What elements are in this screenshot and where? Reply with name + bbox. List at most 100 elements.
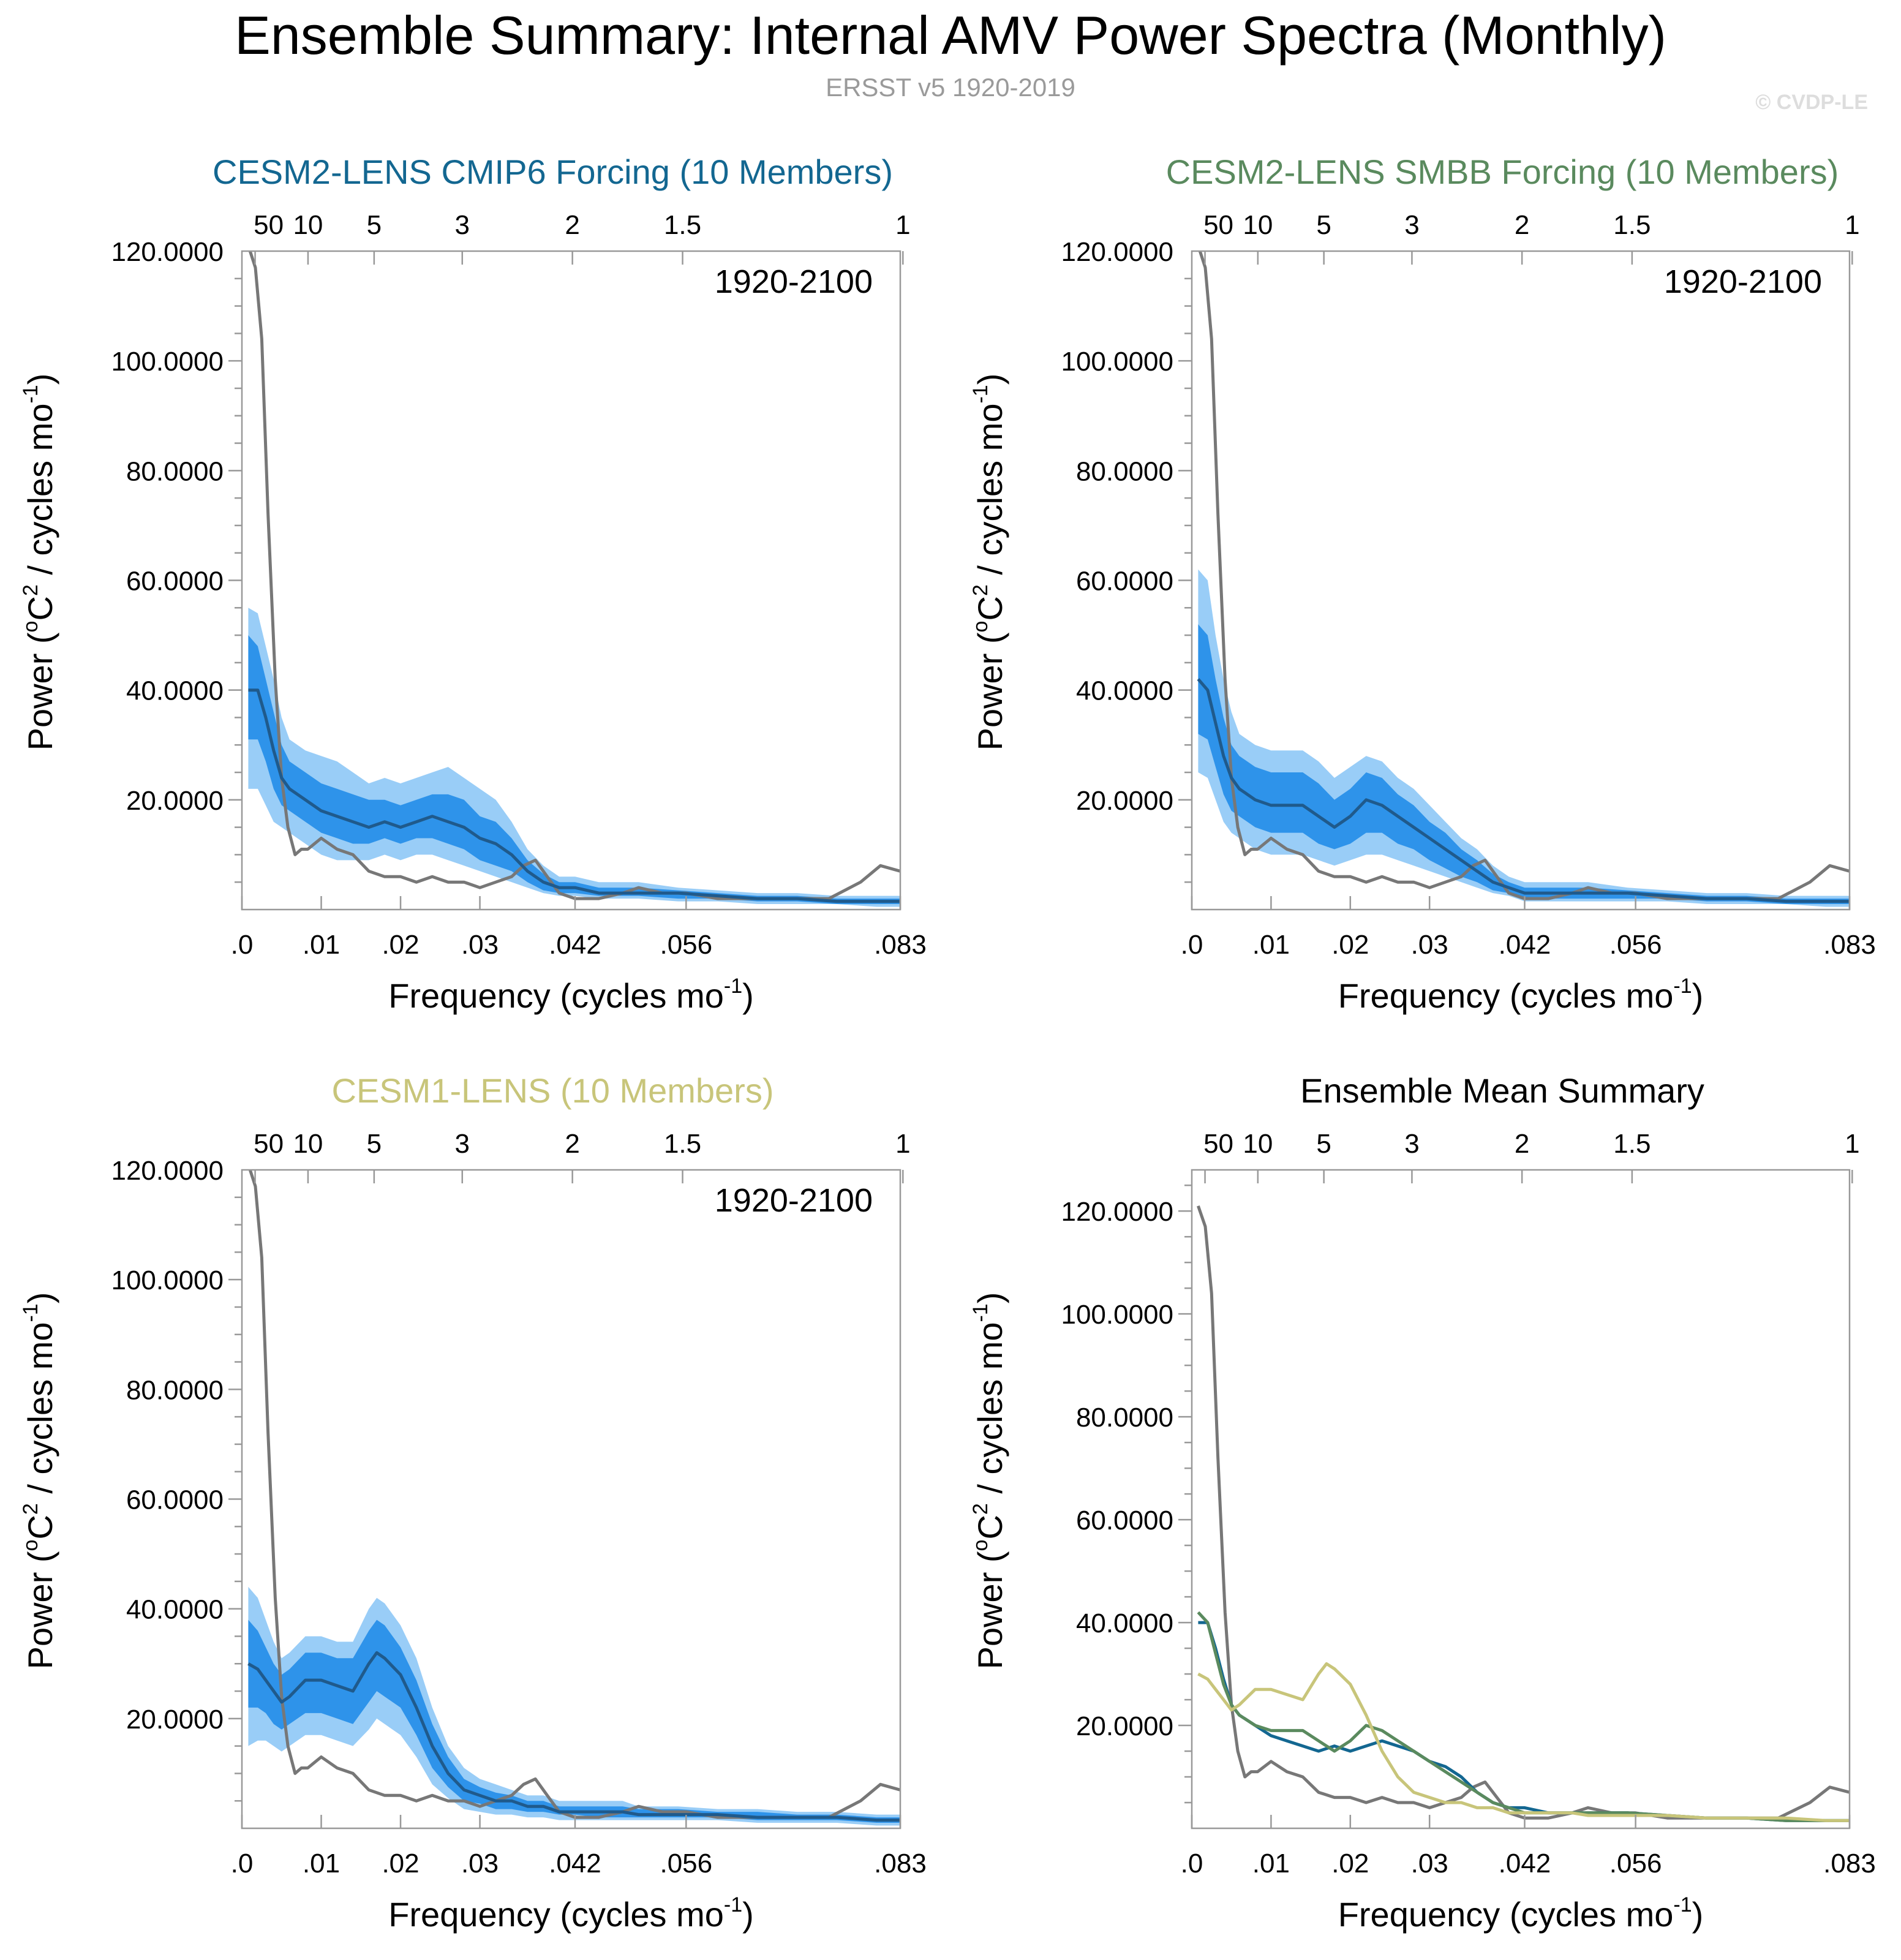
- y-axis-title-text: Power (: [971, 1551, 1009, 1669]
- y-axis-title-sup: o: [19, 621, 42, 633]
- y-tick-label: 20.0000: [1076, 786, 1173, 816]
- y-tick-label: 20.0000: [126, 1705, 224, 1735]
- y-tick-label: 60.0000: [126, 567, 224, 597]
- top-tick-label: 2: [565, 210, 579, 240]
- x-tick-label: .042: [1499, 1849, 1551, 1879]
- top-tick-label: 1.5: [1613, 1129, 1651, 1159]
- top-tick-label: 50: [1203, 210, 1233, 240]
- x-axis-title-end: ): [742, 976, 754, 1015]
- panel-title: Ensemble Mean Summary: [1300, 1071, 1704, 1110]
- top-tick-label: 1.5: [664, 1129, 701, 1159]
- y-axis-title-sup: -1: [19, 385, 42, 403]
- panel-title: CESM2-LENS SMBB Forcing (10 Members): [1166, 153, 1839, 191]
- y-axis-title-text: Power (: [971, 632, 1009, 750]
- x-tick-label: .042: [1499, 930, 1551, 960]
- top-tick-label: 5: [367, 210, 382, 240]
- y-tick-label: 80.0000: [126, 456, 224, 486]
- y-axis-title-sup: o: [969, 1540, 992, 1551]
- x-axis-title-text: Frequency (cycles mo: [1338, 976, 1674, 1015]
- band-10-90-percentile: [248, 1586, 900, 1826]
- x-axis-title-sup: -1: [724, 974, 742, 998]
- y-tick-label: 40.0000: [1076, 676, 1173, 706]
- x-tick-label: .056: [660, 1849, 712, 1879]
- x-axis-title-end: ): [742, 1895, 754, 1934]
- y-tick-label: 80.0000: [126, 1375, 224, 1405]
- x-axis-title: Frequency (cycles mo-1): [1338, 974, 1704, 1015]
- plot-area: [248, 251, 900, 907]
- x-axis-title-end: ): [1692, 1895, 1704, 1934]
- x-axis-title-text: Frequency (cycles mo: [388, 1895, 724, 1934]
- x-tick-label: .01: [303, 1849, 340, 1879]
- observed-series-line: [1197, 1205, 1850, 1820]
- x-tick-label: .056: [660, 930, 712, 960]
- y-axis-title-sup: -1: [969, 1303, 992, 1322]
- band-10-90-percentile: [248, 608, 900, 907]
- watermark: © CVDP-LE: [1755, 91, 1868, 114]
- band-25-75-percentile: [248, 635, 900, 904]
- top-tick-label: 10: [1243, 210, 1273, 240]
- x-tick-label: .01: [1252, 930, 1290, 960]
- x-tick-label: .083: [1823, 1849, 1876, 1879]
- y-tick-label: 100.0000: [1061, 347, 1173, 377]
- x-tick-label: .042: [549, 1849, 601, 1879]
- y-tick-label: 120.0000: [111, 1156, 224, 1186]
- top-tick-label: 50: [254, 210, 284, 240]
- y-tick-label: 120.0000: [1061, 237, 1173, 267]
- x-axis-title-end: ): [1692, 976, 1704, 1015]
- x-axis-title-text: Frequency (cycles mo: [1338, 1895, 1674, 1934]
- x-tick-label: .02: [382, 1849, 419, 1879]
- top-tick-label: 1.5: [1613, 210, 1651, 240]
- top-tick-label: 10: [1243, 1129, 1273, 1159]
- top-tick-label: 2: [1515, 1129, 1529, 1159]
- y-axis-title-text: C: [21, 1515, 59, 1539]
- y-tick-label: 40.0000: [1076, 1608, 1173, 1638]
- x-tick-label: .0: [1181, 1849, 1203, 1879]
- band-10-90-percentile: [1198, 569, 1850, 907]
- panel-cesm2-cmip6: CESM2-LENS CMIP6 Forcing (10 Members) 20.…: [19, 153, 927, 1015]
- period-label: 1920-2100: [715, 1182, 873, 1219]
- x-tick-label: .01: [303, 930, 340, 960]
- panel-cesm2-smbb: CESM2-LENS SMBB Forcing (10 Members) 20.0…: [969, 153, 1876, 1015]
- top-tick-label: 1: [1845, 1129, 1859, 1159]
- panel-title: CESM2-LENS CMIP6 Forcing (10 Members): [213, 153, 893, 191]
- x-tick-label: .056: [1609, 1849, 1662, 1879]
- band-25-75-percentile: [1198, 624, 1850, 904]
- x-tick-label: .0: [231, 930, 254, 960]
- y-axis-title-text: / cycles mo: [21, 404, 59, 585]
- x-tick-label: .02: [1331, 930, 1369, 960]
- top-tick-label: 1: [1845, 210, 1859, 240]
- x-axis-title: Frequency (cycles mo-1): [1338, 1893, 1704, 1934]
- x-tick-label: .083: [874, 930, 927, 960]
- top-tick-label: 5: [1316, 210, 1331, 240]
- x-tick-label: .01: [1252, 1849, 1290, 1879]
- x-tick-label: .042: [549, 930, 601, 960]
- period-label: 1920-2100: [715, 263, 873, 300]
- y-tick-label: 40.0000: [126, 676, 224, 706]
- plot-area: [1197, 251, 1850, 907]
- top-tick-label: 2: [565, 1129, 579, 1159]
- plot-frame: [1191, 1169, 1851, 1830]
- y-axis-title: Power (oC2 / cycles mo-1): [19, 1292, 59, 1670]
- top-tick-label: 3: [1404, 210, 1419, 240]
- x-axis-title: Frequency (cycles mo-1): [388, 1893, 754, 1934]
- top-tick-label: 10: [293, 210, 323, 240]
- y-axis-title-sup: 2: [969, 1503, 992, 1515]
- y-axis-title-text: Power (: [21, 632, 59, 750]
- y-tick-label: 80.0000: [1076, 1403, 1173, 1433]
- y-tick-label: 120.0000: [1061, 1197, 1173, 1227]
- y-axis-title-end: ): [971, 1292, 1009, 1304]
- y-axis-title: Power (oC2 / cycles mo-1): [969, 374, 1009, 751]
- top-tick-label: 50: [254, 1129, 284, 1159]
- series-line-cesm1-lens: [1197, 1662, 1850, 1822]
- y-axis-title: Power (oC2 / cycles mo-1): [969, 1292, 1009, 1670]
- top-tick-label: 2: [1515, 210, 1529, 240]
- series-line-cesm2-lens-smbb-forcing: [1197, 1611, 1850, 1822]
- top-tick-label: 1: [895, 210, 910, 240]
- y-tick-label: 100.0000: [1061, 1300, 1173, 1330]
- top-tick-label: 50: [1203, 1129, 1233, 1159]
- x-tick-label: .03: [1411, 1849, 1448, 1879]
- y-tick-label: 100.0000: [111, 347, 224, 377]
- series-line-cesm2-lens-cmip6-forcing: [1198, 1621, 1850, 1822]
- x-axis-title-text: Frequency (cycles mo: [388, 976, 724, 1015]
- panel-cesm1: CESM1-LENS (10 Members) 20.0000 40.0000 60.…: [19, 1071, 927, 1934]
